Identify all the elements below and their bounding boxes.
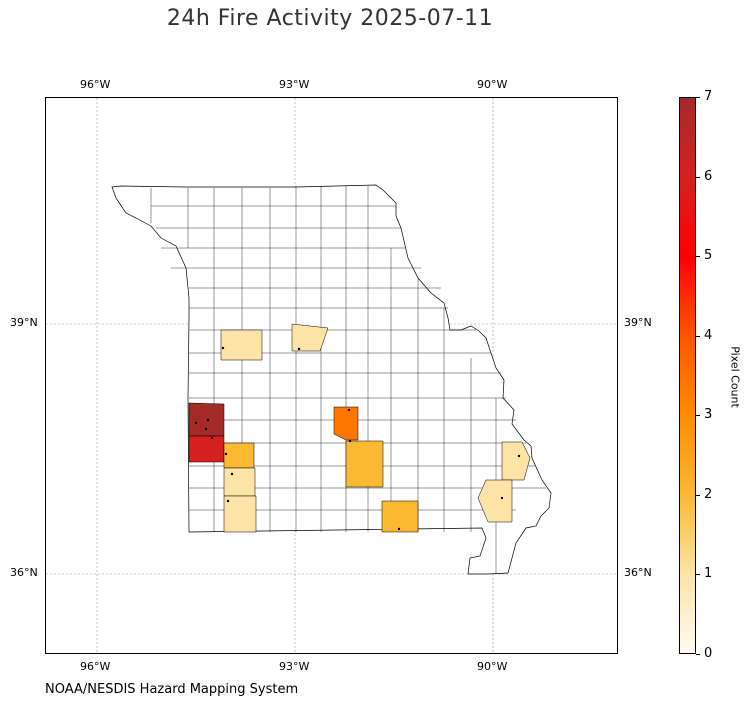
missouri-county-map — [46, 98, 617, 653]
county-dade — [223, 495, 257, 533]
fire-point — [397, 527, 401, 531]
fire-detections — [194, 346, 521, 531]
fire-point — [226, 499, 230, 503]
colorbar-tick-label: 7 — [704, 89, 713, 104]
colorbar — [679, 97, 696, 654]
county-cape-girardeau — [501, 441, 531, 481]
colorbar-tick-mark — [696, 415, 700, 417]
county-bates — [188, 402, 225, 437]
lat-label-left-39n: 39°N — [10, 316, 38, 329]
fire-point — [347, 408, 351, 412]
colorbar-tick-label: 3 — [704, 407, 713, 423]
county-pulaski — [345, 440, 384, 488]
county-cedar — [223, 467, 256, 497]
state-outline — [111, 184, 552, 575]
colorbar-tick-mark — [696, 494, 700, 496]
fire-point — [221, 346, 225, 350]
lon-label-top-96w: 96°W — [80, 78, 111, 91]
fire-point — [210, 436, 214, 440]
fire-point — [194, 421, 198, 425]
colorbar-tick-label: 6 — [704, 168, 713, 184]
colorbar-tick-mark — [696, 335, 700, 337]
lat-label-left-36n: 36°N — [10, 566, 38, 579]
lon-label-bottom-90w: 90°W — [477, 660, 508, 673]
colorbar-label: Pixel Count — [728, 346, 742, 408]
colorbar-tick-label: 5 — [704, 248, 713, 264]
county-johnson — [220, 329, 263, 361]
colorbar-tick-label: 4 — [704, 327, 713, 343]
map-frame — [45, 97, 618, 654]
fire-point — [517, 454, 521, 458]
lon-label-bottom-96w: 96°W — [80, 660, 111, 673]
fire-point — [224, 452, 228, 456]
county-howell — [381, 500, 419, 533]
county-st-clair — [223, 442, 255, 469]
colorbar-tick-mark — [696, 654, 700, 655]
county-stoddard — [477, 479, 513, 523]
data-source-credit: NOAA/NESDIS Hazard Mapping System — [45, 682, 299, 697]
fire-point — [206, 418, 210, 422]
lat-label-right-36n: 36°N — [624, 566, 652, 579]
fire-counties — [188, 323, 531, 533]
colorbar-tick-mark — [696, 97, 700, 98]
county-vernon — [188, 435, 225, 463]
fire-point — [230, 472, 234, 476]
fire-point — [500, 496, 504, 500]
colorbar-tick-mark — [696, 256, 700, 258]
colorbar-tick-mark — [696, 574, 700, 576]
colorbar-tick-label: 0 — [704, 646, 713, 661]
colorbar-tick-label: 1 — [704, 566, 713, 582]
county-miller — [333, 406, 359, 441]
fire-point — [348, 439, 352, 443]
colorbar-tick-label: 2 — [704, 486, 713, 502]
fire-point — [204, 427, 208, 431]
lon-label-bottom-93w: 93°W — [279, 660, 310, 673]
county-cooper — [291, 323, 329, 352]
fire-point — [297, 347, 301, 351]
colorbar-tick-mark — [696, 176, 700, 178]
chart-title: 24h Fire Activity 2025-07-11 — [166, 6, 494, 31]
lon-label-top-93w: 93°W — [279, 78, 310, 91]
lat-label-right-39n: 39°N — [624, 316, 652, 329]
lon-label-top-90w: 90°W — [477, 78, 508, 91]
